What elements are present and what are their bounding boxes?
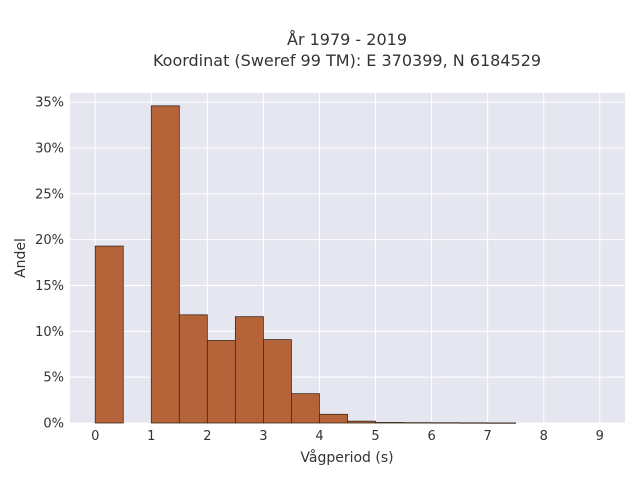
x-tick-label: 8 <box>540 429 548 444</box>
y-tick-label: 30% <box>35 142 64 157</box>
histogram-bar <box>95 246 123 423</box>
x-axis-label: Vågperiod (s) <box>300 449 393 466</box>
y-tick-label: 20% <box>35 233 64 248</box>
x-tick-label: 0 <box>91 429 99 444</box>
x-tick-labels: 0 1 2 3 4 5 6 7 8 9 <box>91 429 604 444</box>
x-tick-label: 2 <box>203 429 211 444</box>
y-axis-label: Andel <box>13 238 29 278</box>
x-tick-label: 4 <box>315 429 323 444</box>
histogram-bar <box>263 340 291 423</box>
x-tick-label: 3 <box>259 429 267 444</box>
y-tick-labels: 0% 5% 10% 15% 20% 25% 30% 35% <box>35 96 64 432</box>
histogram-bar <box>348 421 376 423</box>
histogram-bar <box>207 341 235 424</box>
x-tick-label: 5 <box>371 429 379 444</box>
y-tick-label: 10% <box>35 325 64 340</box>
y-tick-label: 35% <box>35 96 64 111</box>
histogram-bar <box>151 106 179 423</box>
x-tick-label: 7 <box>484 429 492 444</box>
histogram-bar <box>235 317 263 423</box>
chart-title-line1: År 1979 - 2019 <box>287 30 407 49</box>
histogram-bar <box>319 414 347 423</box>
y-tick-label: 15% <box>35 279 64 294</box>
histogram-bar <box>179 315 207 423</box>
x-tick-label: 1 <box>147 429 155 444</box>
histogram-bar <box>376 422 404 423</box>
y-tick-label: 0% <box>43 417 64 432</box>
histogram-bar <box>291 394 319 423</box>
chart-title-line2: Koordinat (Sweref 99 TM): E 370399, N 61… <box>153 51 541 70</box>
x-tick-label: 9 <box>596 429 604 444</box>
x-tick-label: 6 <box>427 429 435 444</box>
y-tick-label: 25% <box>35 187 64 202</box>
y-tick-label: 5% <box>43 371 64 386</box>
